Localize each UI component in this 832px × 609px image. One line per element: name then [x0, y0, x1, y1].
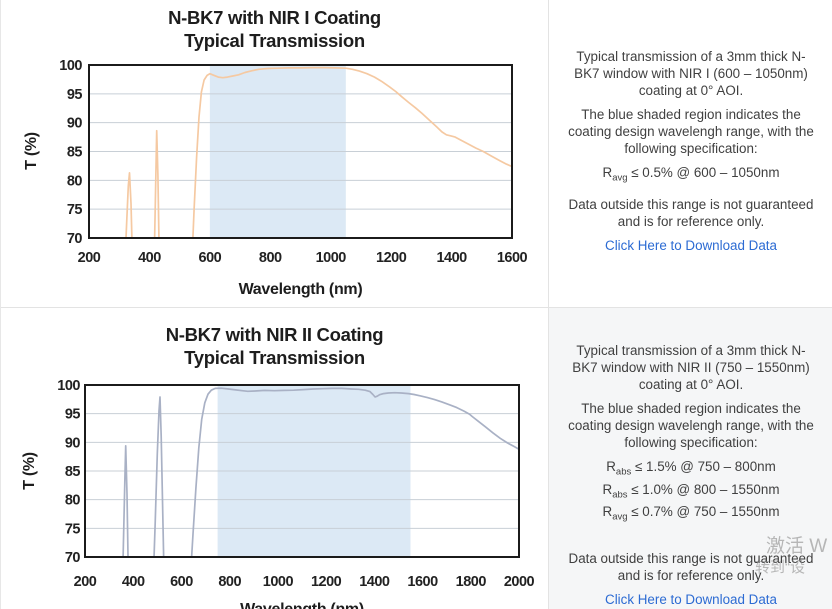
- section-nir1: N-BK7 with NIR I Coating Typical Transmi…: [1, 0, 832, 307]
- svg-text:1600: 1600: [497, 250, 528, 266]
- chart-title: N-BK7 with NIR I Coating: [168, 7, 381, 28]
- svg-text:400: 400: [122, 574, 145, 590]
- svg-text:1800: 1800: [456, 574, 487, 590]
- svg-text:100: 100: [57, 378, 80, 394]
- svg-text:85: 85: [67, 145, 83, 161]
- svg-text:2000: 2000: [504, 574, 535, 590]
- svg-text:90: 90: [67, 116, 83, 132]
- svg-text:70: 70: [65, 550, 81, 566]
- chart-panel-nir2: N-BK7 with NIR II Coating Typical Transm…: [1, 308, 548, 609]
- svg-text:75: 75: [67, 202, 83, 218]
- svg-text:600: 600: [170, 574, 193, 590]
- svg-text:1000: 1000: [316, 250, 347, 266]
- svg-text:400: 400: [138, 250, 161, 266]
- horizontal-divider: [1, 307, 832, 308]
- chart-panel-nir1: N-BK7 with NIR I Coating Typical Transmi…: [1, 0, 548, 307]
- chart-title: N-BK7 with NIR II Coating: [165, 324, 384, 345]
- x-axis-label: Wavelength (nm): [85, 601, 519, 609]
- reference-note: Data outside this range is not guarantee…: [568, 196, 814, 229]
- svg-text:90: 90: [65, 435, 81, 451]
- svg-text:85: 85: [65, 464, 81, 480]
- section-nir2: N-BK7 with NIR II Coating Typical Transm…: [1, 308, 832, 609]
- spec-line: Ravg ≤ 0.5% @ 600 – 1050nm: [602, 165, 780, 184]
- svg-text:1200: 1200: [311, 574, 342, 590]
- description-paragraph: The blue shaded region indicates the coa…: [568, 401, 814, 450]
- svg-text:1200: 1200: [376, 250, 407, 266]
- spec-block: Ravg ≤ 0.5% @ 600 – 1050nm: [564, 164, 818, 187]
- svg-text:75: 75: [65, 521, 81, 537]
- chart-subtitle: Typical Transmission: [184, 347, 365, 368]
- description-paragraph: The blue shaded region indicates the coa…: [568, 107, 814, 156]
- spec-line: Ravg ≤ 0.7% @ 750 – 1550nm: [602, 504, 780, 524]
- svg-text:1400: 1400: [359, 574, 390, 590]
- x-axis-label: Wavelength (nm): [238, 281, 363, 298]
- chart-title-block: N-BK7 with NIR I Coating Typical Transmi…: [1, 6, 548, 52]
- chart-title-block: N-BK7 with NIR II Coating Typical Transm…: [1, 323, 548, 369]
- transmission-chart-nir1: 200 400 600 800 1000 1200 1400 1600 70 75 80 85 90 95…: [1, 0, 548, 307]
- download-data-link[interactable]: Click Here to Download Data: [605, 237, 777, 253]
- svg-text:80: 80: [67, 173, 83, 189]
- svg-text:800: 800: [218, 574, 241, 590]
- svg-text:800: 800: [259, 250, 282, 266]
- svg-text:95: 95: [67, 87, 83, 103]
- svg-text:95: 95: [65, 407, 81, 423]
- transmission-chart-nir2: 200 400 600 800 1000 1200 1400 1600 1800 2000 70 75…: [1, 308, 548, 609]
- svg-text:1600: 1600: [407, 574, 438, 590]
- chart-subtitle: Typical Transmission: [184, 30, 365, 51]
- vertical-divider: [548, 0, 549, 609]
- svg-text:200: 200: [78, 250, 101, 266]
- download-data-link[interactable]: Click Here to Download Data: [605, 592, 777, 608]
- svg-text:100: 100: [59, 58, 82, 74]
- info-panel-nir2: Typical transmission of a 3mm thick N-BK…: [549, 308, 832, 609]
- svg-text:1000: 1000: [263, 574, 294, 590]
- svg-text:1400: 1400: [436, 250, 467, 266]
- description-paragraph: Typical transmission of a 3mm thick N-BK…: [574, 49, 808, 98]
- svg-text:70: 70: [67, 231, 83, 247]
- svg-text:200: 200: [74, 574, 97, 590]
- info-panel-nir1: Typical transmission of a 3mm thick N-BK…: [549, 0, 832, 307]
- svg-text:80: 80: [65, 493, 81, 509]
- spec-block: Rabs ≤ 1.5% @ 750 – 800nm Rabs ≤ 1.0% @ …: [564, 458, 818, 526]
- description-paragraph: Typical transmission of a 3mm thick N-BK…: [572, 343, 810, 392]
- y-axis-label: T (%): [23, 132, 40, 170]
- y-axis-label: T (%): [21, 452, 38, 490]
- spec-line: Rabs ≤ 1.5% @ 750 – 800nm: [606, 459, 776, 478]
- reference-note: Data outside this range is not guarantee…: [568, 551, 814, 584]
- svg-text:600: 600: [199, 250, 222, 266]
- spec-line: Rabs ≤ 1.0% @ 800 – 1550nm: [602, 481, 780, 501]
